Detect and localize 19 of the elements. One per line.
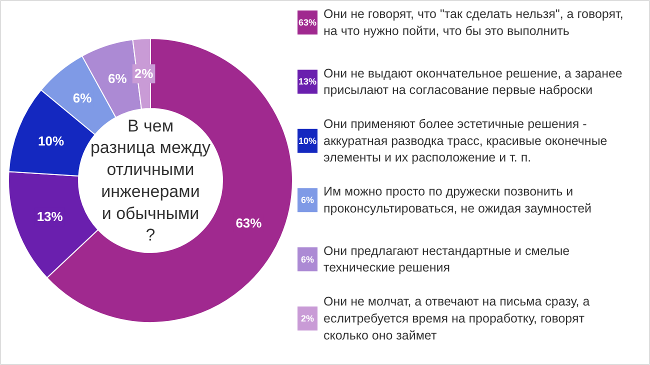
text: 6%	[300, 195, 314, 206]
text: 13%	[298, 76, 317, 87]
legend-label: Они применяют более эстетичные решения - аккуратная разводка трасс, красивые оконечные элементы и их расположение и т. п.	[324, 117, 608, 165]
legend-label: Они не говорят, что "так сделать нельзя", а говорят, на что нужно пойти, что бы это выполнить	[324, 7, 624, 38]
text: В чем разница между отличными инженерами и обычными ?	[90, 116, 212, 245]
data-label: 6%	[108, 71, 128, 86]
text: 10%	[298, 136, 317, 146]
legend-label: Им можно просто по дружески позвонить и проконсультироваться, не ожидая заумностей	[324, 184, 592, 216]
legend-label: Они не выдают окончательное решение, а заранее присылают на согласование первые наброски	[324, 66, 622, 98]
legend-label: Они предлагают нестандартные и смелые технические решения	[324, 244, 570, 275]
legend-label: Они не молчат, а отвечают на письма сразу, а еслитребуется время на проработку, говорят сколько оно займет	[324, 294, 590, 342]
text: 63%	[298, 18, 317, 28]
data-label: 2%	[134, 66, 154, 82]
text: 2%	[300, 314, 314, 324]
data-label: 6%	[72, 90, 92, 106]
text: 6%	[300, 254, 314, 264]
data-label: 63%	[236, 215, 262, 230]
data-label: 13%	[36, 209, 64, 224]
data-label: 10%	[38, 134, 64, 149]
